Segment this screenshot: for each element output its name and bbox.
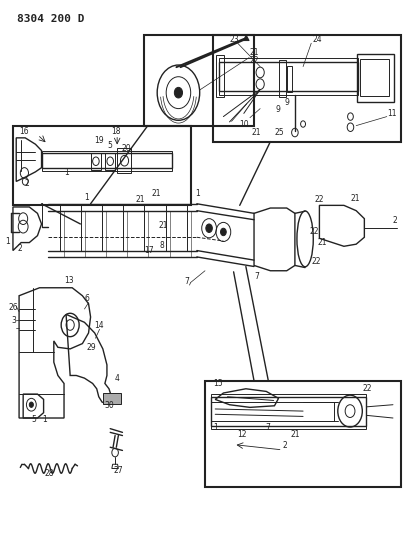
Bar [90,153,101,169]
Text: 21: 21 [349,193,359,203]
Bar [360,59,388,96]
Text: 23: 23 [229,35,238,44]
Text: 7: 7 [265,423,270,432]
Text: 10: 10 [239,120,248,130]
Text: 27: 27 [113,466,122,475]
Circle shape [29,402,33,407]
Text: 21: 21 [151,189,161,198]
Bar [41,151,172,171]
Bar [117,148,131,173]
Text: 17: 17 [144,246,153,255]
Bar [103,393,121,403]
Text: 22: 22 [249,56,259,65]
Text: 25: 25 [274,128,283,138]
Text: 21: 21 [317,238,326,247]
Bar [216,55,224,98]
Text: 7: 7 [254,272,258,281]
Text: 28: 28 [45,469,54,478]
Bar [211,394,366,429]
Text: 20: 20 [121,144,130,154]
Text: 13: 13 [64,276,74,285]
Text: 30: 30 [105,401,115,410]
Text: 21: 21 [157,221,167,230]
Text: 2: 2 [24,179,29,188]
Text: 22: 22 [314,195,323,204]
Text: 22: 22 [308,227,318,236]
Text: 7: 7 [184,277,189,286]
Bar [105,153,115,169]
Bar [356,54,393,102]
Text: 21: 21 [249,47,259,56]
Text: 22: 22 [362,384,371,393]
Text: 2: 2 [392,216,397,225]
Text: 1: 1 [84,192,89,201]
Text: 2: 2 [18,244,22,253]
Text: 1: 1 [5,237,9,246]
Text: 2: 2 [282,441,287,450]
Text: 1: 1 [64,168,69,177]
Text: 1: 1 [212,423,217,432]
Text: 11: 11 [386,109,396,118]
Bar [211,402,333,421]
Text: 5: 5 [107,141,112,150]
Text: 18: 18 [111,127,120,136]
Text: 29: 29 [86,343,96,352]
Text: 8304 200 D: 8304 200 D [17,14,84,24]
Text: 14: 14 [94,321,104,330]
Bar [204,381,400,487]
Text: 8: 8 [159,241,164,250]
Text: 3: 3 [11,316,16,325]
Bar [278,60,285,98]
Circle shape [174,87,182,98]
Text: 12: 12 [237,430,247,439]
Bar [144,35,254,126]
Text: 6: 6 [84,294,89,303]
Bar [219,62,357,91]
Text: 24: 24 [311,35,321,44]
Text: 16: 16 [19,127,29,136]
Text: 15: 15 [212,379,222,387]
Text: 9: 9 [274,105,279,114]
Text: 22: 22 [310,257,320,266]
Circle shape [220,228,226,236]
Bar [286,66,291,92]
Bar [211,397,366,426]
Text: 1: 1 [194,189,199,198]
Text: 21: 21 [290,430,299,439]
Bar [41,153,172,167]
Text: 21: 21 [135,195,145,204]
Circle shape [205,224,212,232]
Text: 26: 26 [9,303,18,312]
Text: 1: 1 [42,415,47,424]
Polygon shape [243,35,249,41]
Text: 4: 4 [115,375,120,383]
Text: 19: 19 [94,136,103,146]
Bar [213,35,400,142]
Text: 9: 9 [283,98,288,107]
Bar [219,58,357,95]
Text: 21: 21 [251,128,261,138]
Bar [13,126,190,205]
Text: 5: 5 [31,415,36,424]
